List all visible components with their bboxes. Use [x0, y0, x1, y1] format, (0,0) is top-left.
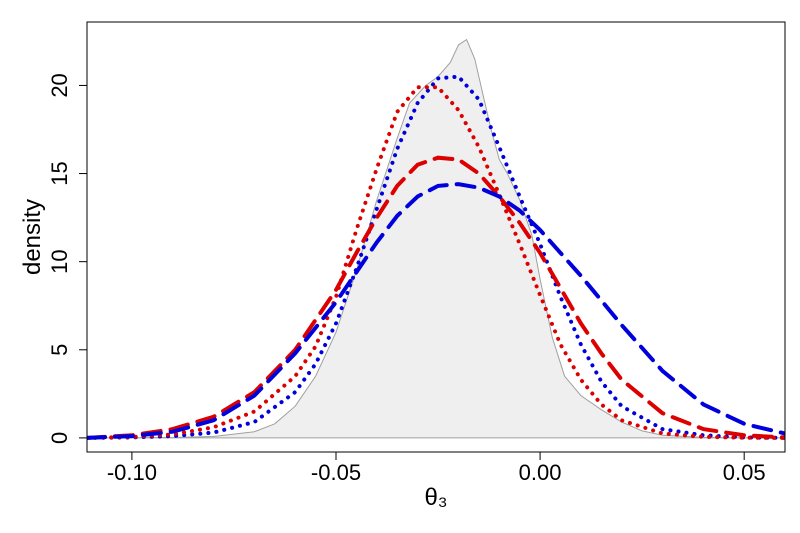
y-tick-label: 10	[47, 249, 72, 273]
y-axis-title: density	[19, 199, 46, 275]
x-tick-label: 0.00	[519, 460, 562, 485]
x-tick-label: -0.10	[107, 460, 157, 485]
dashed-density-line-series-4	[87, 182, 785, 440]
y-axis: 0 5 10 15 20	[47, 73, 87, 444]
plot-frame	[86, 21, 786, 453]
dotted-density-line-series-1	[87, 74, 785, 440]
plot-layer	[87, 38, 785, 440]
dashed-density-line-series-3	[87, 155, 785, 440]
x-tick-label: -0.05	[311, 460, 361, 485]
x-tick-label: 0.05	[723, 460, 766, 485]
y-tick-label: 20	[47, 73, 72, 97]
y-tick-label: 15	[47, 161, 72, 185]
y-tick-label: 5	[47, 344, 72, 356]
x-axis-title: θ₃	[424, 484, 447, 511]
dotted-density-line-series-2	[87, 85, 785, 440]
density-area-series-0	[87, 38, 785, 439]
x-axis: -0.10 -0.05 0.00 0.05	[107, 452, 766, 485]
y-tick-label: 0	[47, 432, 72, 444]
